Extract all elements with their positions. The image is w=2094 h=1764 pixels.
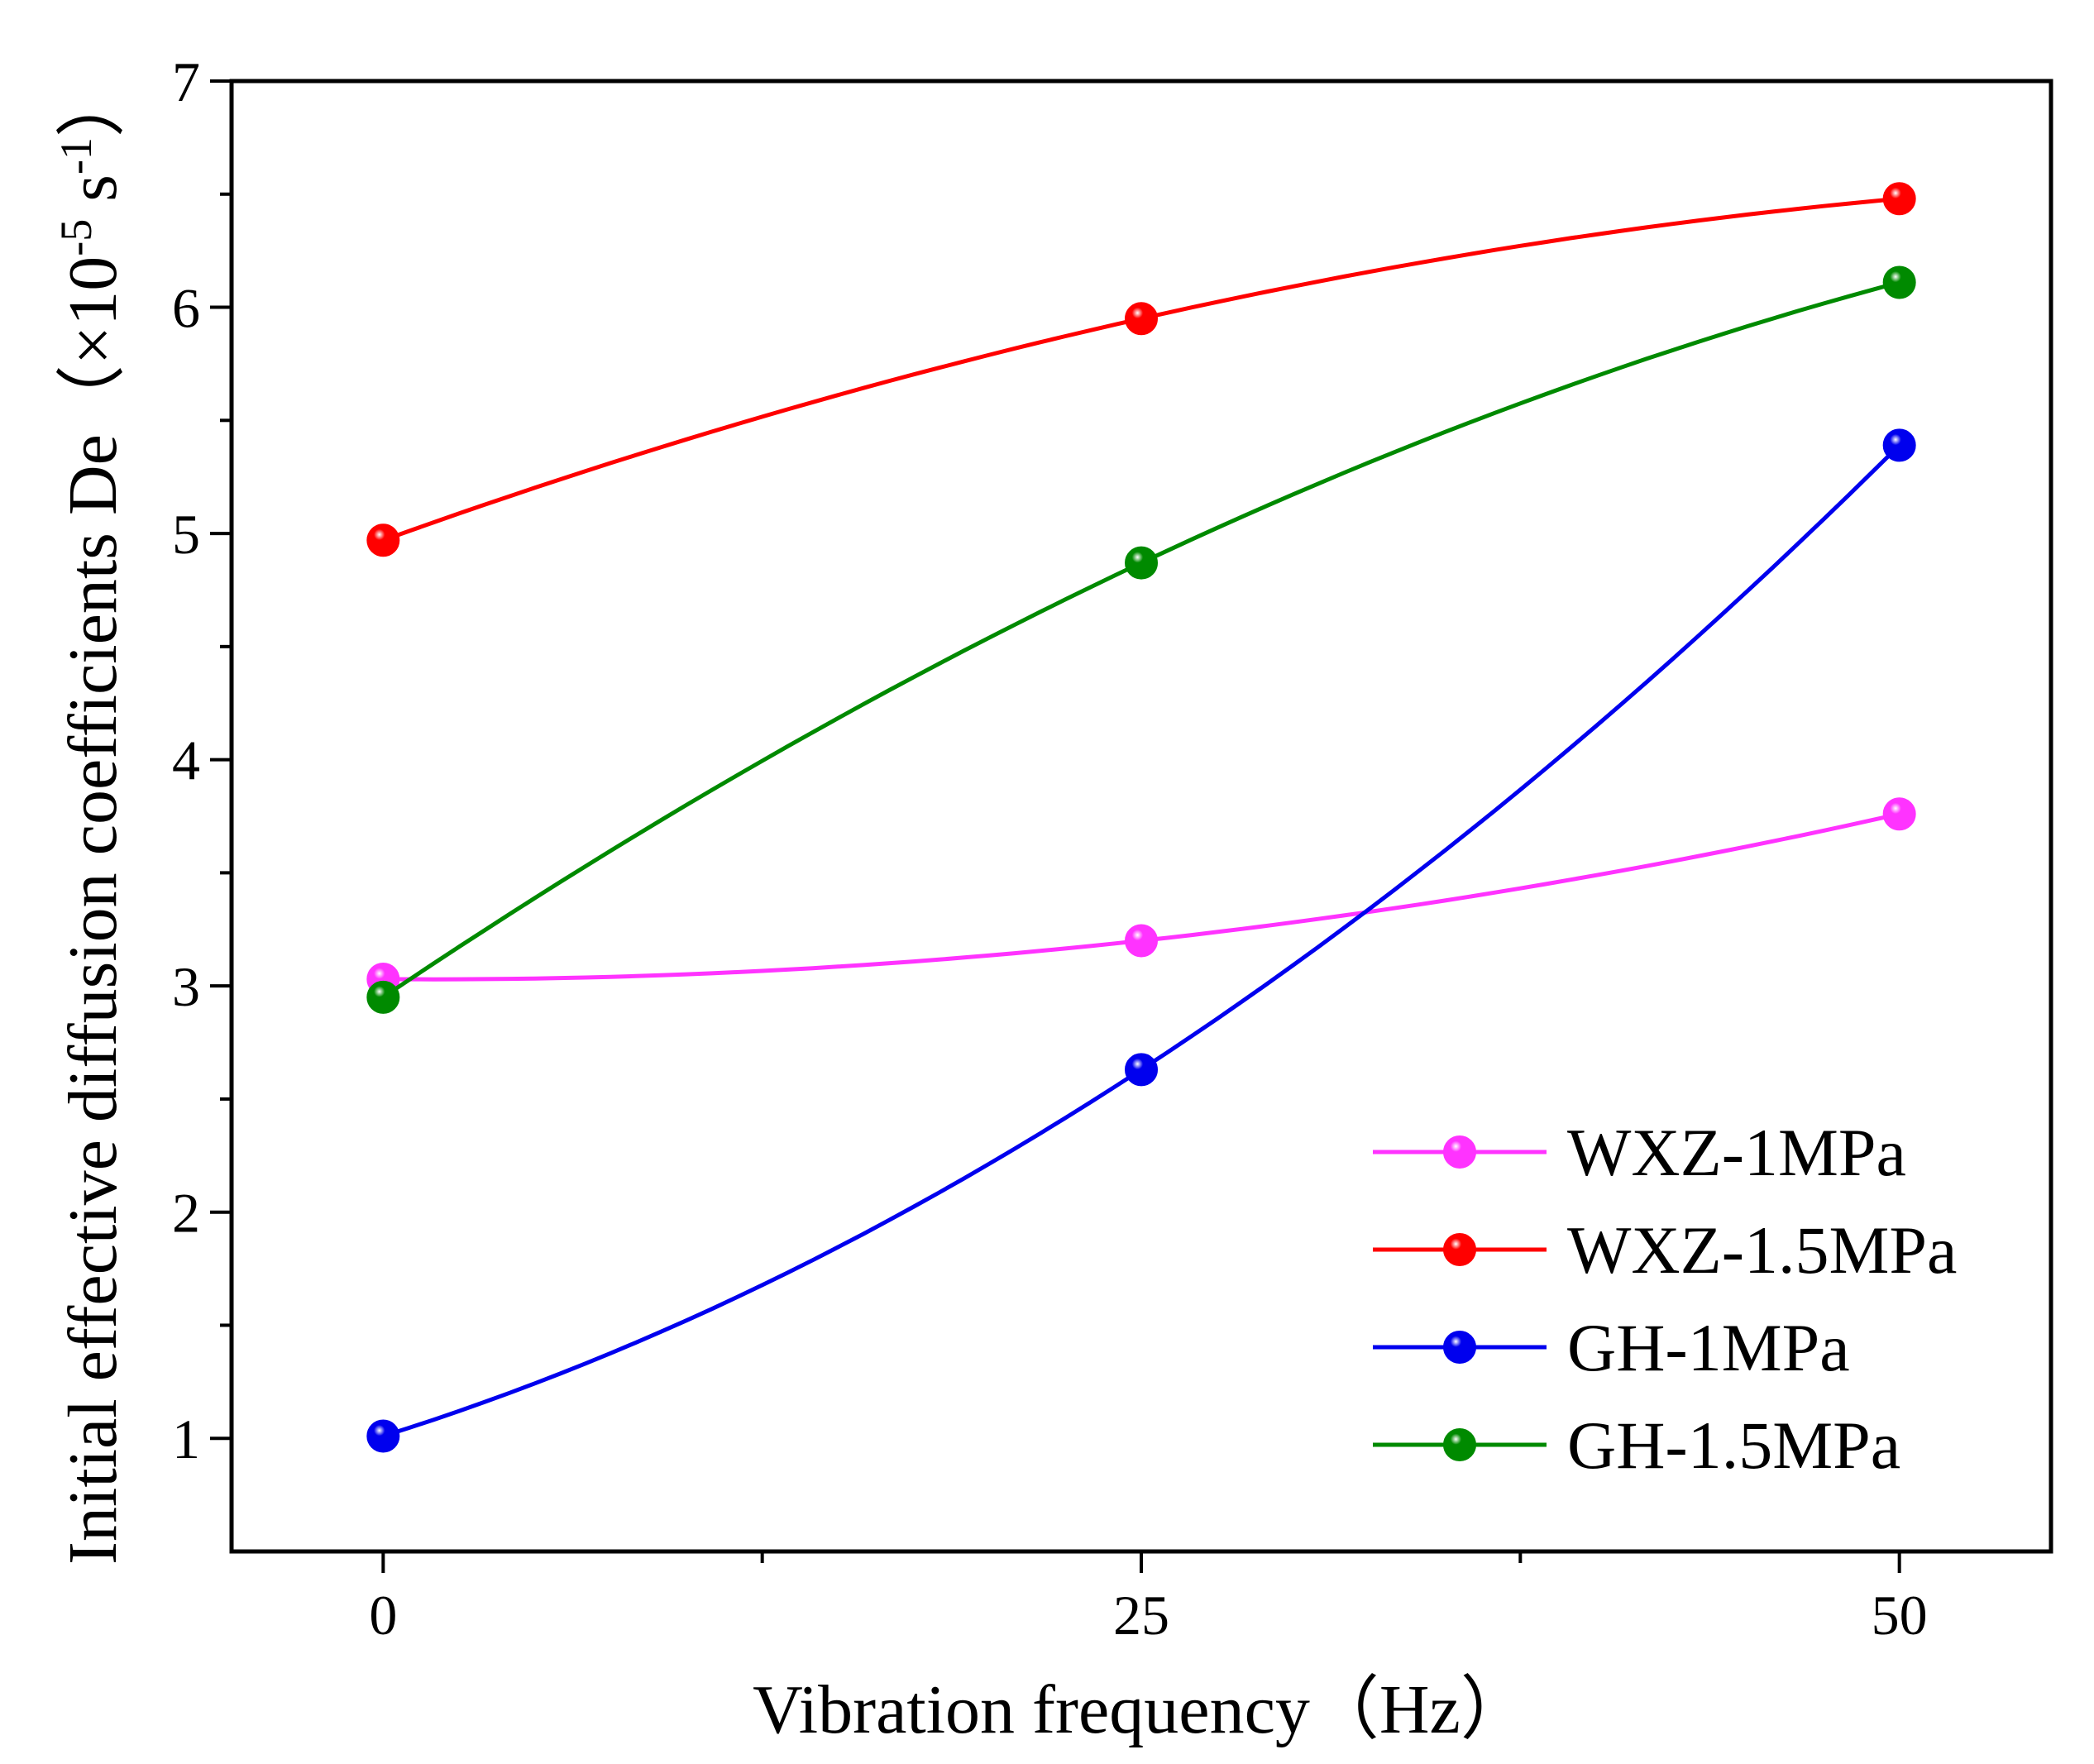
legend-label: WXZ-1MPa — [1567, 1115, 1906, 1190]
legend-item: GH-1.5MPa — [1373, 1408, 1900, 1483]
legend-marker — [1443, 1428, 1476, 1461]
x-tick-label: 0 — [369, 1584, 397, 1647]
data-point — [1125, 1053, 1158, 1087]
legend-marker — [1443, 1233, 1476, 1266]
series-line — [382, 196, 1900, 543]
legend-label: WXZ-1.5MPa — [1567, 1212, 1957, 1288]
y-tick-label: 1 — [172, 1408, 200, 1470]
y-tick-label: 2 — [172, 1182, 200, 1245]
y-tick-label: 3 — [172, 955, 200, 1018]
y-tick-label: 4 — [172, 729, 200, 792]
y-axis-title-main: Initial effective diffusion coefficients… — [55, 256, 131, 1565]
y-axis: 1 2 3 4 5 6 7 — [172, 50, 232, 1470]
y-axis-title-exp2: -1 — [51, 137, 101, 174]
legend: WXZ-1MPa WXZ-1.5MPa GH-1MPa GH-1.5MPa — [1373, 1115, 1957, 1483]
legend-item: WXZ-1MPa — [1373, 1115, 1906, 1190]
data-point — [366, 1419, 400, 1453]
data-point — [1882, 797, 1916, 831]
data-point — [1882, 265, 1916, 299]
y-axis-title-mid: s — [55, 174, 131, 219]
y-axis-title-end: ） — [55, 68, 131, 137]
legend-item: WXZ-1.5MPa — [1373, 1212, 1957, 1288]
data-point — [1882, 428, 1916, 462]
x-tick-label: 25 — [1113, 1584, 1169, 1647]
data-point — [1125, 546, 1158, 580]
legend-marker — [1443, 1331, 1476, 1364]
data-point — [366, 980, 400, 1014]
y-tick-label: 7 — [172, 50, 200, 113]
legend-label: GH-1.5MPa — [1567, 1408, 1900, 1483]
series-GH-1MPa — [366, 428, 1916, 1453]
series-layer — [366, 182, 1916, 1453]
legend-marker — [1443, 1135, 1476, 1169]
x-axis: 0 25 50 — [369, 1551, 1928, 1647]
series-GH-1.5MPa — [366, 265, 1916, 1014]
x-axis-title: Vibration frequency（Hz） — [753, 1671, 1530, 1748]
x-tick-label: 50 — [1872, 1584, 1928, 1647]
series-WXZ-1MPa — [366, 797, 1916, 996]
y-tick-label: 6 — [172, 277, 200, 340]
series-WXZ-1.5MPa — [366, 182, 1916, 557]
data-point — [1882, 182, 1916, 216]
legend-item: GH-1MPa — [1373, 1310, 1850, 1385]
series-line — [381, 280, 1900, 999]
y-tick-label: 5 — [172, 503, 200, 566]
legend-label: GH-1MPa — [1567, 1310, 1850, 1385]
data-point — [366, 523, 400, 557]
y-axis-title-exp1: -5 — [51, 219, 101, 256]
data-point — [1125, 302, 1158, 336]
y-axis-title: Initial effective diffusion coefficients… — [51, 68, 131, 1565]
data-point — [1125, 924, 1158, 958]
